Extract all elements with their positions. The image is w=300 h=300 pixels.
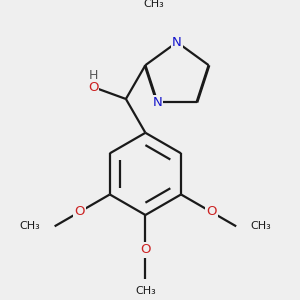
- Text: H: H: [88, 69, 98, 82]
- Text: CH₃: CH₃: [250, 221, 271, 231]
- Text: N: N: [153, 96, 162, 109]
- Text: N: N: [172, 36, 182, 49]
- Text: O: O: [74, 206, 85, 218]
- Text: O: O: [88, 80, 98, 94]
- Text: O: O: [206, 206, 217, 218]
- Text: O: O: [140, 243, 151, 256]
- Text: CH₃: CH₃: [143, 0, 164, 9]
- Text: CH₃: CH₃: [20, 221, 40, 231]
- Text: CH₃: CH₃: [135, 286, 156, 296]
